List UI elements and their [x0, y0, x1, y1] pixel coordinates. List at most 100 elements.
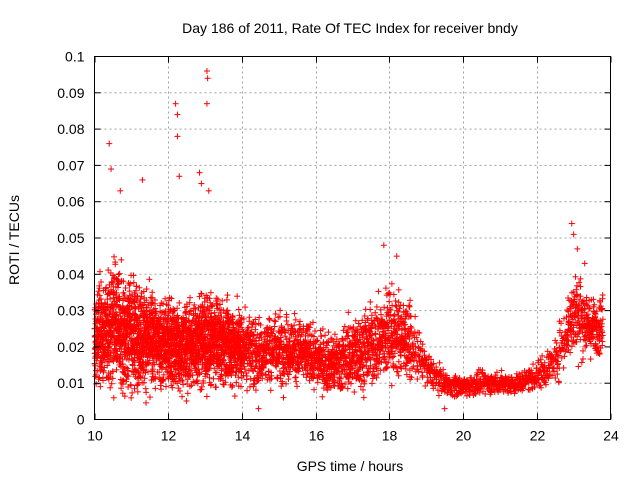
data-point — [292, 316, 299, 323]
data-point — [134, 388, 141, 395]
data-point — [574, 245, 581, 252]
data-point — [179, 393, 186, 400]
data-point — [172, 100, 179, 107]
data-point — [284, 321, 291, 328]
data-point — [402, 325, 409, 332]
data-point — [96, 374, 103, 381]
data-point — [341, 323, 348, 330]
data-points — [91, 68, 606, 412]
data-point — [198, 290, 205, 297]
data-point — [98, 278, 105, 285]
data-point — [203, 393, 210, 400]
data-point — [267, 387, 274, 394]
data-point — [599, 292, 606, 299]
data-point — [107, 384, 114, 391]
data-point — [393, 253, 400, 260]
data-point — [183, 397, 190, 404]
data-point — [255, 405, 262, 412]
data-point — [580, 355, 587, 362]
data-point — [352, 317, 359, 324]
data-point — [395, 286, 402, 293]
data-point — [146, 276, 153, 283]
data-point — [204, 75, 211, 82]
data-point — [285, 371, 292, 378]
data-point — [317, 333, 324, 340]
data-point — [231, 393, 238, 400]
data-point — [97, 315, 104, 322]
data-point — [436, 359, 443, 366]
data-point — [99, 375, 106, 382]
data-point — [97, 296, 104, 303]
data-point — [176, 387, 183, 394]
data-point — [208, 302, 215, 309]
data-point — [272, 318, 279, 325]
data-point — [175, 385, 182, 392]
data-point — [103, 284, 110, 291]
data-point — [95, 288, 102, 295]
data-point — [97, 383, 104, 390]
data-point — [234, 293, 241, 300]
data-point — [291, 310, 298, 317]
data-point — [560, 364, 567, 371]
data-point — [95, 349, 102, 356]
data-point — [128, 394, 135, 401]
data-point — [118, 256, 125, 263]
data-point — [581, 260, 588, 267]
data-point — [203, 68, 210, 75]
data-point — [100, 338, 107, 345]
data-point — [184, 390, 191, 397]
data-point — [530, 361, 537, 368]
data-point — [110, 394, 117, 401]
data-point — [351, 389, 358, 396]
data-point — [174, 111, 181, 118]
data-point — [224, 292, 231, 299]
data-point — [96, 285, 103, 292]
data-point — [203, 100, 210, 107]
data-point — [416, 329, 423, 336]
data-point — [143, 399, 150, 406]
data-point — [271, 323, 278, 330]
data-point — [210, 375, 217, 382]
data-point — [552, 337, 559, 344]
data-point — [213, 384, 220, 391]
data-point — [143, 389, 150, 396]
data-point — [244, 387, 251, 394]
data-point — [205, 187, 212, 194]
data-point — [369, 380, 376, 387]
data-point — [92, 373, 99, 380]
data-point — [102, 337, 109, 344]
data-point — [116, 270, 123, 277]
data-point — [570, 231, 577, 238]
data-point — [407, 297, 414, 304]
data-point — [561, 353, 568, 360]
data-point — [355, 320, 362, 327]
data-point — [386, 298, 393, 305]
data-point — [128, 382, 135, 389]
data-point — [106, 140, 113, 147]
data-point — [311, 328, 318, 335]
data-point — [441, 405, 448, 412]
data-point — [406, 303, 413, 310]
data-point — [266, 315, 273, 322]
data-point — [163, 383, 170, 390]
data-point — [412, 313, 419, 320]
data-point — [136, 284, 143, 291]
data-point — [207, 289, 214, 296]
data-point — [266, 316, 273, 323]
data-point — [325, 329, 332, 336]
data-point — [577, 283, 584, 290]
data-point — [367, 306, 374, 313]
data-point — [105, 267, 112, 274]
data-point — [373, 303, 380, 310]
data-point — [400, 302, 407, 309]
data-point — [96, 292, 103, 299]
data-point — [539, 352, 546, 359]
data-point — [223, 296, 230, 303]
data-point — [344, 385, 351, 392]
data-point — [146, 394, 153, 401]
data-point — [102, 287, 109, 294]
data-point — [158, 386, 165, 393]
data-point — [322, 332, 329, 339]
data-point — [575, 363, 582, 370]
data-point — [375, 288, 382, 295]
